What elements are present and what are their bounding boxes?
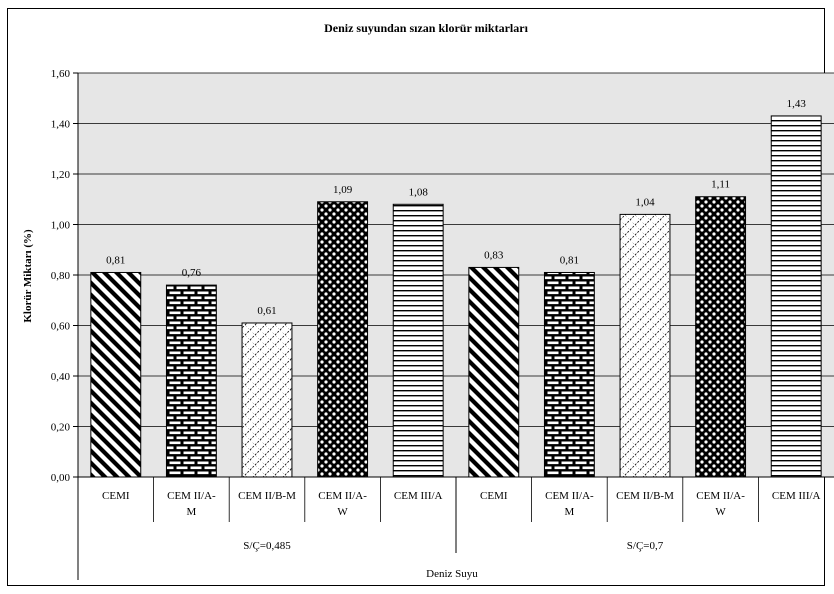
data-label: 1,11 [711,179,730,191]
y-tick-label: 0,80 [51,270,71,282]
x-tick-label: CEM II/B-M [616,490,674,502]
data-label: 1,04 [635,196,655,208]
data-label: 0,61 [257,305,276,317]
bar [165,284,217,478]
bar [695,196,747,478]
x-tick-label: CEM II/A- [318,490,367,502]
x-tick-label: M [187,506,197,518]
x-tick-label: CEM III/A [394,490,443,502]
x-tick-label: W [715,506,726,518]
x-tick-label: CEM II/A- [696,490,745,502]
x-tick-label: W [337,506,348,518]
y-tick-label: 1,00 [51,220,71,232]
x-tick-label: CEM II/A- [167,490,216,502]
y-tick-label: 1,40 [51,119,71,131]
x-tick-label: CEM II/A- [545,490,594,502]
bar [317,201,369,478]
x-tick-label: CEMI [102,490,130,502]
x-tick-label: M [565,506,575,518]
bar [392,203,444,478]
x-tick-label: CEM II/B-M [238,490,296,502]
y-axis-label: Klorür Miktarı (%) [22,229,34,323]
bar [543,271,595,478]
data-label: 1,43 [787,98,807,110]
y-tick-label: 0,00 [51,472,71,484]
x-axis-label: Deniz Suyu [426,568,478,580]
x-tick-label: CEM III/A [772,490,821,502]
bar [468,266,520,478]
data-label: 0,76 [182,267,202,279]
y-tick-label: 0,20 [51,422,71,434]
y-tick-label: 0,40 [51,371,71,383]
bar [90,271,142,478]
x-tick-label: CEMI [480,490,508,502]
data-label: 0,81 [560,254,579,266]
data-label: 0,83 [484,249,504,261]
group-label: S/Ç=0,485 [243,540,291,552]
bar [619,213,671,478]
data-label: 1,08 [409,186,429,198]
bar [770,115,822,478]
chart-title: Deniz suyundan sızan klorür miktarları [324,21,528,35]
y-tick-label: 1,20 [51,169,71,181]
y-tick-label: 1,60 [51,68,71,80]
group-label: S/Ç=0,7 [627,540,664,552]
data-label: 0,81 [106,254,125,266]
y-tick-label: 0,60 [51,321,71,333]
data-label: 1,09 [333,184,353,196]
bar [241,322,293,478]
